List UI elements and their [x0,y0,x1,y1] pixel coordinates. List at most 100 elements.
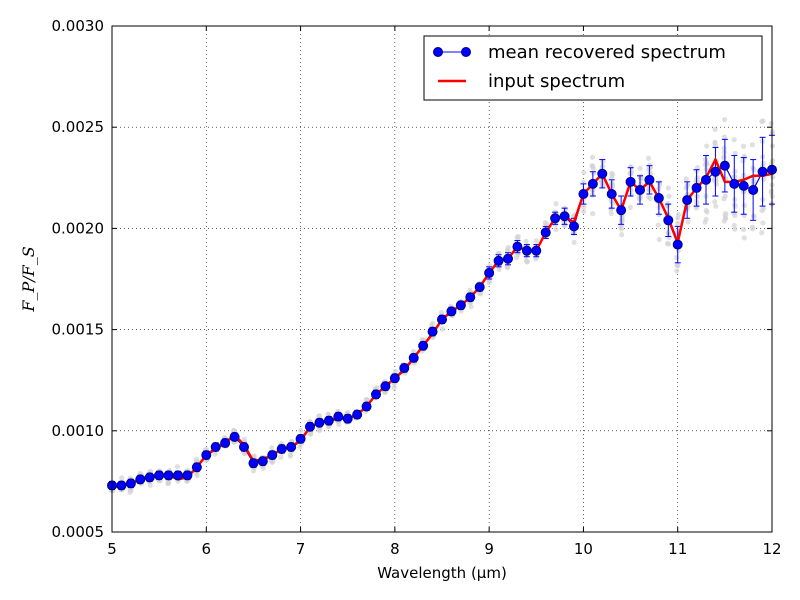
data-point [757,166,768,177]
cloud-point [769,143,776,149]
cloud-point [430,320,436,326]
data-point [380,381,391,392]
data-point [342,413,353,424]
data-point [144,472,155,483]
cloud-point [768,188,775,194]
cloud-point [749,142,755,148]
data-point [446,306,457,317]
data-point [437,314,447,325]
x-tick-label: 8 [390,540,400,558]
cloud-point [505,244,511,250]
data-point [399,363,410,374]
data-point [352,409,363,420]
data-point [710,166,721,177]
cloud-point [608,210,614,216]
cloud-point [514,234,520,241]
cloud-point [609,200,615,207]
x-axis-label: Wavelength (μm) [377,564,507,582]
cloud-point [666,234,672,241]
cloud-point [230,427,237,434]
data-point [672,239,683,250]
data-point [587,178,598,189]
cloud-point [523,238,529,244]
cloud-point [242,450,248,456]
cloud-point [704,143,710,149]
cloud-point [713,203,719,209]
data-point [644,174,655,185]
x-tick-label: 12 [762,540,781,558]
cloud-point [278,454,284,460]
cloud-point [553,201,559,207]
data-point [305,421,315,432]
x-tick-label: 11 [668,540,687,558]
cloud-point [645,155,652,161]
cloud-point [647,165,653,171]
data-point [220,437,231,448]
cloud-point [646,187,652,193]
x-tick-label: 5 [107,540,117,558]
plot-frame [111,25,773,533]
cloud-point [759,118,765,125]
x-tick-label: 6 [202,540,212,558]
y-tick-label: 0.0020 [52,219,105,237]
cloud-point [468,304,474,310]
data-point [267,450,278,461]
cloud-point [543,221,550,227]
cloud-point [732,150,738,156]
data-point [503,253,513,264]
data-point [239,441,249,452]
cloud-point [268,458,275,465]
data-point [493,255,504,266]
cloud-point [740,158,746,164]
cloud-point [740,226,747,233]
cloud-point [722,215,729,221]
cloud-point [770,174,776,180]
data-point [701,174,711,185]
cloud-point [712,140,718,146]
data-point [474,282,485,293]
cloud-point [533,238,539,244]
cloud-point [722,116,728,123]
cloud-point [374,384,380,391]
cloud-point [760,220,766,226]
cloud-point [307,430,313,436]
cloud-point [693,205,700,211]
cloud-point [391,385,397,391]
cloud-point [600,159,606,165]
data-point [455,300,466,311]
data-point [616,205,627,216]
cloud-point [666,193,672,199]
data-point [418,340,429,351]
data-point [371,389,381,400]
cloud-point [751,213,757,219]
cloud-point [119,475,125,481]
legend: mean recovered spectrum input spectrum [423,35,763,101]
cloud-point [589,154,596,160]
cloud-point [627,170,633,177]
data-point [719,160,730,171]
data-point [116,480,127,491]
data-point [748,184,759,195]
cloud-point [609,170,615,177]
data-point [314,417,325,428]
cloud-point [269,445,275,451]
data-point [521,245,532,256]
cloud-point [749,224,755,230]
data-point [163,470,174,481]
cloud-point [721,149,727,155]
y-tick-label: 0.0030 [52,17,105,35]
cloud-point [741,212,747,218]
cloud-point [363,397,369,403]
cloud-point [712,177,718,184]
data-point [540,227,551,238]
cloud-point [694,193,700,200]
legend-label-recovered: mean recovered spectrum [488,42,726,63]
cloud-point [712,199,718,205]
cloud-point [590,165,597,172]
cloud-point [581,169,587,176]
cloud-point [637,165,643,172]
legend-label-input: input spectrum [488,71,625,92]
data-point [191,462,202,473]
cloud-point [768,120,774,127]
cloud-point [174,464,181,470]
